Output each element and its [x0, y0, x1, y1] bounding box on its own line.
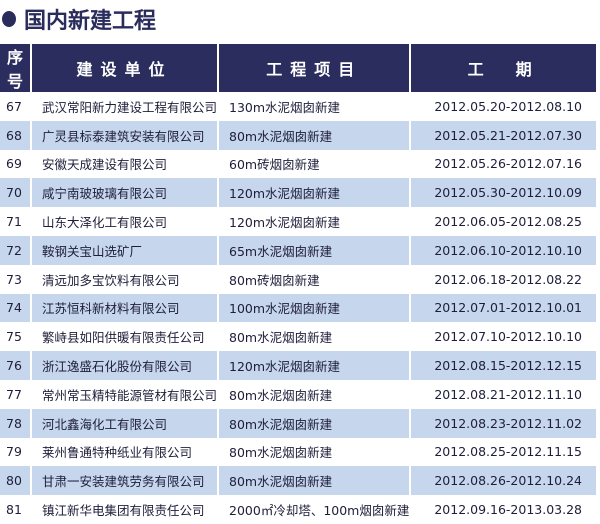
- cell-period: 2012.06.18-2012.08.22: [434, 271, 582, 287]
- cell-period: 2012.05.30-2012.10.09: [411, 178, 596, 208]
- cell-period: 2012.08.21-2012.11.10: [434, 386, 582, 402]
- table-row: 67 武汉常阳新力建设工程有限公司 130m水泥烟囱新建 2012.05.20-201…: [0, 92, 596, 121]
- table-row: 71 山东大泽化工有限公司 120m水泥烟囱新建 2012.06.05-2012.08…: [0, 207, 596, 236]
- cell-no: 75: [6, 329, 22, 345]
- table-row: 75 繁峙县如阳供暖有限责任公司 80m水泥烟囱新建 2012.07.10-2012.…: [0, 322, 596, 351]
- cell-project: 80m水泥烟囱新建: [219, 408, 410, 438]
- table-row: 81 镇江新华电集团有限责任公司 2000㎡冷却塔、100m烟囱新建 2012.09.…: [0, 495, 596, 524]
- cell-period: 2012.08.23-2012.11.02: [411, 408, 596, 438]
- cell-project: 130m水泥烟囱新建: [229, 99, 341, 115]
- cell-project: 120m水泥烟囱新建: [229, 215, 341, 231]
- header-unit: 建设单位: [32, 44, 218, 92]
- section-title: 国内新建工程: [2, 2, 156, 36]
- bullet-icon: [2, 11, 16, 27]
- cell-project: 120m水泥烟囱新建: [219, 351, 410, 380]
- cell-no: 72: [0, 235, 30, 265]
- cell-no: 78: [0, 408, 30, 438]
- table-row: 72 鞍钢关宝山选矿厂 65m水泥烟囱新建 2012.06.10-2012.10.10: [0, 235, 596, 265]
- section-title-text: 国内新建工程: [24, 9, 157, 34]
- header-project: 工程项目: [219, 44, 410, 92]
- cell-no: 67: [6, 98, 22, 114]
- cell-project: 100m水泥烟囱新建: [219, 293, 410, 323]
- cell-no: 81: [6, 502, 22, 518]
- table-row: 74 江苏恒科新材料有限公司 100m水泥烟囱新建 2012.07.01-2012.1…: [0, 293, 596, 323]
- cell-project: 80m水泥烟囱新建: [229, 387, 333, 403]
- cell-no: 68: [0, 120, 30, 150]
- table-row: 70 咸宁南玻玻璃有限公司 120m水泥烟囱新建 2012.05.30-2012.10…: [0, 178, 596, 208]
- cell-no: 79: [6, 444, 22, 460]
- cell-unit: 咸宁南玻玻璃有限公司: [32, 178, 218, 208]
- cell-unit: 繁峙县如阳供暖有限责任公司: [42, 330, 205, 346]
- table-row: 69 安徽天成建设有限公司 60m砖烟囱新建 2012.05.26-2012.07.1…: [0, 150, 596, 179]
- cell-unit: 武汉常阳新力建设工程有限公司: [42, 99, 218, 115]
- cell-no: 69: [6, 156, 22, 172]
- cell-unit: 江苏恒科新材料有限公司: [32, 293, 218, 323]
- cell-project: 60m砖烟囱新建: [229, 157, 320, 173]
- table-row: 78 河北鑫海化工有限公司 80m水泥烟囱新建 2012.08.23-2012.11.…: [0, 408, 596, 438]
- cell-unit: 甘肃一安装建筑劳务有限公司: [32, 466, 218, 496]
- table-row: 73 清远加多宝饮料有限公司 80m砖烟囱新建 2012.06.18-2012.08.…: [0, 265, 596, 294]
- cell-unit: 安徽天成建设有限公司: [42, 157, 168, 173]
- table-row: 80 甘肃一安装建筑劳务有限公司 80m水泥烟囱新建 2012.08.26-2012.…: [0, 466, 596, 496]
- projects-table: 序号 建设单位 工程项目 工 期 67 武汉常阳新力建设工程有限公司 130m水泥烟…: [0, 44, 598, 524]
- cell-project: 65m水泥烟囱新建: [219, 235, 410, 265]
- cell-period: 2012.09.16-2013.03.28: [434, 502, 582, 518]
- table-row: 76 浙江逸盛石化股份有限公司 120m水泥烟囱新建 2012.08.15-2012.…: [0, 351, 596, 380]
- table-row: 79 莱州鲁通特种纸业有限公司 80m水泥烟囱新建 2012.08.25-2012.1…: [0, 438, 596, 467]
- table-row: 77 常州常玉精特能源管材有限公司 80m水泥烟囱新建 2012.08.21-2012…: [0, 380, 596, 409]
- cell-unit: 广灵县标泰建筑安装有限公司: [32, 120, 218, 150]
- cell-period: 2012.08.15-2012.12.15: [411, 351, 596, 380]
- cell-period: 2012.06.10-2012.10.10: [411, 235, 596, 265]
- table-header: 序号 建设单位 工程项目 工 期: [0, 44, 596, 92]
- cell-no: 74: [0, 293, 30, 323]
- cell-no: 76: [0, 351, 30, 380]
- cell-project: 80m水泥烟囱新建: [229, 445, 333, 461]
- cell-no: 73: [6, 271, 22, 287]
- cell-period: 2012.06.05-2012.08.25: [434, 214, 582, 230]
- cell-unit: 山东大泽化工有限公司: [42, 215, 168, 231]
- table-row: 68 广灵县标泰建筑安装有限公司 80m水泥烟囱新建 2012.05.21-2012.…: [0, 120, 596, 150]
- cell-no: 77: [6, 386, 22, 402]
- header-period: 工 期: [411, 44, 596, 92]
- cell-period: 2012.05.20-2012.08.10: [434, 98, 582, 114]
- cell-period: 2012.07.01-2012.10.01: [411, 293, 596, 323]
- cell-period: 2012.08.25-2012.11.15: [434, 444, 582, 460]
- cell-project: 80m水泥烟囱新建: [229, 330, 333, 346]
- cell-project: 80m砖烟囱新建: [229, 272, 320, 288]
- cell-unit: 镇江新华电集团有限责任公司: [42, 503, 205, 519]
- cell-no: 80: [0, 466, 30, 496]
- cell-project: 2000㎡冷却塔、100m烟囱新建: [229, 503, 410, 519]
- header-no: 序号: [0, 44, 30, 92]
- cell-unit: 浙江逸盛石化股份有限公司: [32, 351, 218, 380]
- cell-no: 71: [6, 214, 22, 230]
- cell-unit: 清远加多宝饮料有限公司: [42, 272, 180, 288]
- cell-unit: 莱州鲁通特种纸业有限公司: [42, 445, 193, 461]
- cell-project: 120m水泥烟囱新建: [219, 178, 410, 208]
- cell-unit: 河北鑫海化工有限公司: [32, 408, 218, 438]
- cell-period: 2012.08.26-2012.10.24: [411, 466, 596, 496]
- cell-project: 80m水泥烟囱新建: [219, 466, 410, 496]
- cell-period: 2012.05.21-2012.07.30: [411, 120, 596, 150]
- cell-project: 80m水泥烟囱新建: [219, 120, 410, 150]
- cell-period: 2012.07.10-2012.10.10: [434, 329, 582, 345]
- cell-unit: 鞍钢关宝山选矿厂: [32, 235, 218, 265]
- cell-unit: 常州常玉精特能源管材有限公司: [42, 387, 218, 403]
- cell-period: 2012.05.26-2012.07.16: [434, 156, 582, 172]
- cell-no: 70: [0, 178, 30, 208]
